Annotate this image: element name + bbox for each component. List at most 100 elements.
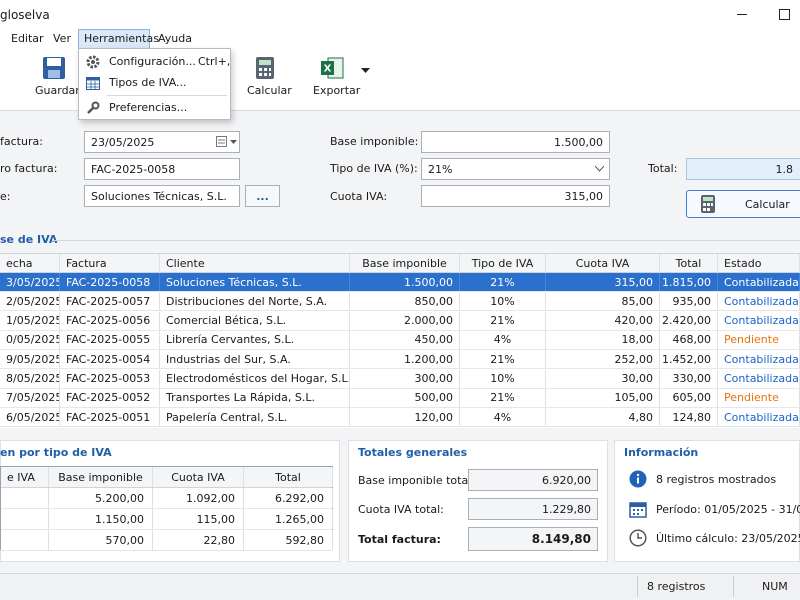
column-header[interactable]: e IVA	[1, 467, 49, 487]
grid-cell: Contabilizada	[718, 273, 800, 291]
calendar-dropdown[interactable]	[216, 136, 238, 148]
clock-icon	[629, 529, 647, 547]
text-input[interactable]: FAC-2025-0058	[84, 158, 240, 180]
select-arrow	[595, 166, 604, 172]
column-header[interactable]: Base imponible	[350, 254, 460, 272]
grid-cell: Papelería Central, S.L.	[160, 408, 350, 427]
field-label: Tipo de IVA (%):	[330, 162, 418, 175]
calc-icon	[256, 57, 274, 79]
grid-cell: 850,00	[350, 292, 460, 311]
maximize-button[interactable]	[779, 9, 790, 20]
grid-cell: Librería Cervantes, S.L.	[160, 330, 350, 349]
date-input[interactable]: 23/05/2025	[84, 131, 240, 153]
grid-cell: Pendiente	[718, 330, 800, 349]
minimize-button[interactable]	[737, 14, 747, 15]
column-header[interactable]: Tipo de IVA	[460, 254, 546, 272]
grid-cell	[1, 509, 49, 529]
grid-cell: 935,00	[660, 292, 718, 311]
total-output: 8.149,80	[468, 527, 598, 551]
toolbar-button[interactable]: Calcular	[247, 84, 292, 97]
number-input[interactable]: 315,00	[421, 185, 610, 207]
column-header[interactable]: Cuota IVA	[546, 254, 660, 272]
field-value: 23/05/2025	[91, 135, 155, 149]
grid-cell: Pendiente	[718, 388, 800, 407]
toolbar-button[interactable]: Exportar	[313, 84, 361, 97]
grid-row[interactable]: 8/05/2025 FAC-2025-0053 Electrodomésticos …	[0, 369, 800, 389]
grid-cell: FAC-2025-0056	[60, 311, 160, 330]
toolbar-button[interactable]: Guardar	[35, 84, 80, 97]
column-header[interactable]: Cliente	[160, 254, 350, 272]
grid-cell: Industrias del Sur, S.A.	[160, 350, 350, 369]
column-header[interactable]: echa	[0, 254, 60, 272]
button-label: Calcular	[745, 198, 790, 211]
grid-cell: 2.420,00	[660, 311, 718, 330]
grid-row[interactable]: 9/05/2025 FAC-2025-0054 Industrias del Sur…	[0, 350, 800, 370]
status-separator	[637, 576, 638, 597]
column-header[interactable]: Total	[660, 254, 718, 272]
grid-cell: 3/05/2025	[0, 273, 60, 291]
summary-table: e IVA Base imponible Cuota IVA Total 5.200,0…	[0, 466, 333, 551]
grid-row[interactable]: 2/05/2025 FAC-2025-0057 Distribuciones del…	[0, 292, 800, 312]
dropdown-arrow[interactable]	[361, 68, 371, 74]
grid-cell: 1.500,00	[350, 273, 460, 291]
field-value: 6.920,00	[542, 473, 591, 487]
grid-cell: 5.200,00	[49, 488, 153, 508]
grid-cell: 315,00	[546, 273, 660, 291]
browse-button[interactable]: ...	[245, 185, 280, 207]
menu-item[interactable]: Editar	[11, 32, 44, 45]
total-output: 1.229,80	[468, 498, 598, 520]
grid-cell: Electrodomésticos del Hogar, S.L.	[160, 369, 350, 388]
grid-cell: Soluciones Técnicas, S.L.	[160, 273, 350, 291]
column-header[interactable]: Base imponible	[49, 467, 153, 487]
menu-item[interactable]: Ayuda	[158, 32, 192, 45]
grid-row[interactable]: 1/05/2025 FAC-2025-0056 Comercial Bética, …	[0, 311, 800, 331]
grid-row: 5.200,00 1.092,00 6.292,00	[1, 488, 333, 509]
svg-text:X: X	[324, 64, 332, 75]
menu-item[interactable]: Herramientas	[84, 32, 159, 45]
grid-row[interactable]: 3/05/2025 FAC-2025-0058 Soluciones Técnica…	[0, 273, 800, 292]
field-value: 1.8	[775, 162, 794, 176]
dropdown-menu: Configuración... Ctrl+, Tipos de IVA... …	[78, 48, 231, 120]
status-separator	[733, 576, 734, 597]
number-input[interactable]: 1.500,00	[421, 131, 610, 153]
grid-cell: 8/05/2025	[0, 369, 60, 388]
wrench-icon	[87, 101, 100, 114]
grid-cell: FAC-2025-0055	[60, 330, 160, 349]
grid-cell: 21%	[460, 311, 546, 330]
menu-entry[interactable]: Tipos de IVA...	[109, 76, 187, 89]
text-input[interactable]: Soluciones Técnicas, S.L.	[84, 185, 240, 207]
field-label: Base imponible:	[330, 135, 419, 148]
field-label: e:	[0, 190, 11, 203]
grid-row[interactable]: 6/05/2025 FAC-2025-0051 Papelería Central,…	[0, 408, 800, 428]
info-text: 8 registros mostrados	[656, 473, 777, 486]
column-header[interactable]: Estado	[718, 254, 800, 272]
total-output: 1.8	[686, 158, 800, 180]
grid-cell: FAC-2025-0058	[60, 273, 160, 291]
menu-entry[interactable]: Preferencias...	[109, 101, 188, 114]
grid-cell	[1, 488, 49, 508]
section-title: se de IVA	[0, 233, 58, 246]
grid-cell: 1.452,00	[660, 350, 718, 369]
save-icon	[43, 57, 65, 79]
column-header[interactable]: Factura	[60, 254, 160, 272]
column-header[interactable]: Total	[244, 467, 333, 487]
grid-header: e IVA Base imponible Cuota IVA Total	[1, 467, 333, 488]
total-output: 6.920,00	[468, 469, 598, 491]
field-label: factura:	[0, 135, 43, 148]
grid-cell: 120,00	[350, 408, 460, 427]
grid-cell: 468,00	[660, 330, 718, 349]
excel-icon: X	[321, 57, 344, 79]
menu-shortcut: Ctrl+,	[198, 55, 231, 68]
grid-cell: FAC-2025-0054	[60, 350, 160, 369]
column-header[interactable]: Cuota IVA	[153, 467, 244, 487]
menu-entry[interactable]: Configuración...	[109, 55, 196, 68]
grid-row[interactable]: 7/05/2025 FAC-2025-0052 Transportes La Ráp…	[0, 388, 800, 408]
grid-row[interactable]: 0/05/2025 FAC-2025-0055 Librería Cervantes…	[0, 330, 800, 350]
section-title: en por tipo de IVA	[0, 446, 112, 459]
field-value: 21%	[428, 162, 453, 176]
status-text: NUM	[762, 580, 788, 593]
menu-item[interactable]: Ver	[53, 32, 71, 45]
select-input[interactable]: 21%	[421, 158, 610, 180]
section-rule	[52, 240, 800, 241]
